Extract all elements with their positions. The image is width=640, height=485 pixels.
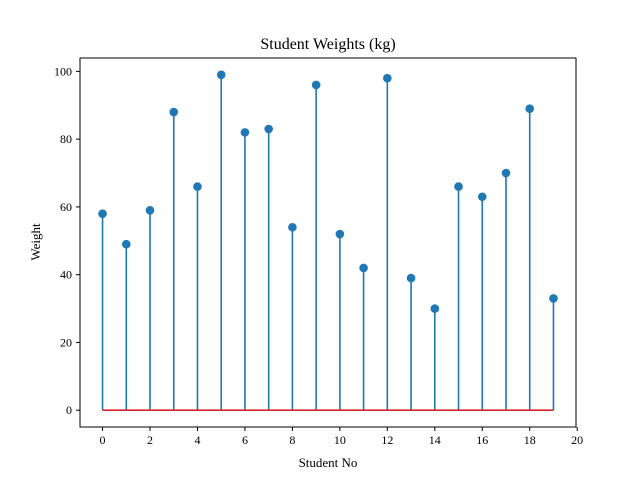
data-point	[359, 263, 368, 273]
data-point	[477, 192, 487, 202]
x-tick-label: 2	[147, 433, 153, 447]
markers-layer	[98, 70, 558, 313]
x-tick-label: 4	[194, 433, 200, 447]
data-point	[240, 128, 250, 137]
y-tick-label: 100	[54, 64, 72, 78]
data-point	[216, 70, 226, 80]
x-tick-label: 6	[242, 433, 248, 447]
data-point	[525, 104, 535, 113]
y-axis-ticks: 0 20 40 60 80 100	[54, 64, 80, 417]
x-tick-label: 20	[571, 433, 583, 447]
data-point	[454, 182, 463, 191]
data-point	[311, 80, 321, 90]
data-point	[501, 168, 511, 178]
data-point	[335, 229, 345, 239]
y-tick-label: 60	[60, 200, 72, 214]
data-point	[169, 107, 179, 117]
x-tick-label: 0	[100, 433, 106, 447]
x-tick-label: 12	[381, 433, 393, 447]
data-point	[288, 222, 297, 232]
data-point	[430, 304, 440, 313]
y-tick-label: 80	[60, 132, 72, 146]
chart-title: Student Weights (kg)	[260, 36, 395, 53]
x-tick-label: 18	[524, 433, 536, 447]
y-axis-label: Weight	[28, 223, 43, 261]
data-point	[145, 206, 155, 215]
plot-frame	[79, 57, 577, 428]
x-tick-label: 8	[289, 433, 295, 447]
data-point	[264, 124, 273, 134]
data-point	[193, 182, 202, 191]
data-point	[406, 273, 416, 283]
x-tick-label: 10	[334, 433, 346, 447]
y-tick-label: 0	[66, 403, 72, 417]
data-point	[549, 294, 558, 303]
y-tick-label: 20	[60, 335, 72, 349]
stems-layer	[101, 74, 555, 411]
x-tick-label: 14	[429, 433, 441, 447]
x-axis-label: Student No	[299, 455, 358, 470]
x-axis-ticks: 0 2 4 6 8 10 12 14 16 18 20	[100, 427, 583, 447]
y-tick-label: 40	[60, 268, 72, 282]
data-point	[121, 239, 131, 249]
data-point	[383, 73, 392, 83]
x-tick-label: 16	[476, 433, 488, 447]
data-point	[98, 209, 107, 218]
